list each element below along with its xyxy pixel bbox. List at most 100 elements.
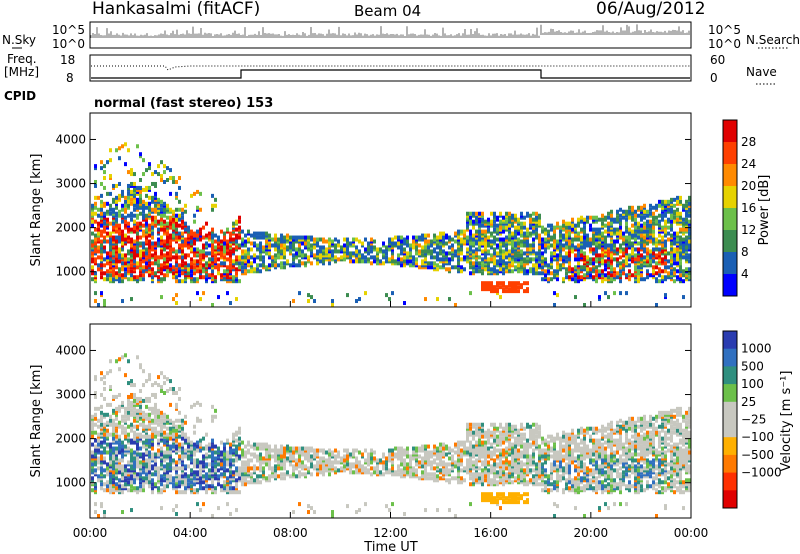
velocity-cell bbox=[175, 424, 178, 429]
velocity-cell bbox=[103, 456, 106, 461]
power-cell bbox=[571, 249, 574, 254]
power-cell bbox=[574, 237, 577, 242]
y-tick-label: 1000 bbox=[55, 265, 86, 279]
velocity-cell bbox=[169, 387, 172, 392]
power-cell bbox=[676, 195, 679, 200]
velocity-cell bbox=[367, 468, 370, 473]
power-cell bbox=[652, 221, 655, 226]
power-cell bbox=[160, 160, 163, 165]
power-cell bbox=[358, 239, 361, 244]
power-cell bbox=[376, 257, 379, 262]
power-cell bbox=[604, 273, 607, 278]
power-cell bbox=[559, 229, 562, 234]
power-cell bbox=[103, 221, 106, 226]
velocity-cell bbox=[130, 422, 133, 427]
power-cell bbox=[274, 263, 277, 268]
power-cell bbox=[676, 275, 679, 280]
velocity-cell bbox=[109, 369, 112, 374]
power-cell bbox=[91, 231, 94, 236]
power-cell bbox=[142, 203, 145, 208]
power-cell bbox=[673, 231, 676, 236]
power-cell bbox=[676, 247, 679, 252]
power-cell bbox=[412, 239, 415, 244]
velocity-cell bbox=[178, 484, 181, 489]
velocity-cell bbox=[118, 404, 121, 409]
power-cell bbox=[541, 259, 544, 264]
velocity-cell bbox=[190, 484, 193, 489]
velocity-cell bbox=[127, 402, 130, 407]
colorbar-swatch bbox=[723, 274, 737, 297]
velocity-cell bbox=[322, 462, 325, 467]
power-cell bbox=[298, 243, 301, 248]
velocity-cell bbox=[121, 444, 124, 449]
velocity-cell bbox=[271, 454, 274, 459]
power-cell bbox=[97, 245, 100, 250]
velocity-cell bbox=[142, 414, 145, 419]
velocity-cell bbox=[136, 396, 139, 401]
power-cell bbox=[682, 243, 685, 248]
velocity-cell bbox=[196, 440, 199, 445]
power-cell bbox=[202, 249, 205, 254]
power-cell bbox=[157, 211, 160, 216]
power-cell bbox=[349, 259, 352, 264]
power-cell bbox=[109, 207, 112, 212]
velocity-cell bbox=[274, 458, 277, 463]
power-cell bbox=[130, 181, 133, 186]
power-cell bbox=[427, 239, 430, 244]
velocity-cell bbox=[130, 480, 133, 485]
power-cell bbox=[157, 164, 160, 169]
velocity-cell bbox=[100, 440, 103, 445]
velocity-cell bbox=[310, 454, 313, 459]
velocity-cell bbox=[367, 458, 370, 463]
power-cell bbox=[400, 247, 403, 252]
power-cell bbox=[268, 243, 271, 248]
power-cell bbox=[367, 257, 370, 262]
power-cell bbox=[208, 243, 211, 248]
velocity-cell bbox=[304, 464, 307, 469]
power-cell bbox=[598, 253, 601, 258]
power-cell bbox=[154, 241, 157, 246]
velocity-cell bbox=[106, 428, 109, 433]
power-cell bbox=[652, 247, 655, 252]
power-cell bbox=[238, 215, 241, 220]
velocity-cell bbox=[127, 424, 130, 429]
power-cell bbox=[676, 199, 679, 204]
power-cell bbox=[604, 267, 607, 272]
power-cell bbox=[178, 223, 181, 228]
velocity-cell bbox=[319, 448, 322, 453]
power-cell bbox=[589, 267, 592, 272]
colorbar-tick-label: 16 bbox=[741, 201, 756, 215]
power-cell bbox=[511, 231, 514, 236]
power-cell bbox=[163, 179, 166, 184]
power-cell bbox=[247, 237, 250, 242]
velocity-cell bbox=[94, 482, 97, 487]
power-cell bbox=[532, 217, 535, 222]
power-cell bbox=[250, 233, 253, 238]
power-cell bbox=[130, 197, 133, 202]
power-cell bbox=[139, 178, 142, 183]
power-cell bbox=[175, 217, 178, 222]
velocity-cell bbox=[271, 474, 274, 479]
velocity-cell bbox=[277, 460, 280, 465]
velocity-cell bbox=[106, 442, 109, 447]
power-cell bbox=[646, 247, 649, 252]
velocity-cell bbox=[142, 398, 145, 403]
power-cell bbox=[562, 243, 565, 248]
velocity-cell bbox=[232, 490, 235, 495]
velocity-cell bbox=[100, 482, 103, 487]
velocity-cell bbox=[370, 466, 373, 471]
velocity-cell bbox=[157, 438, 160, 443]
power-cell bbox=[520, 225, 523, 230]
power-cell bbox=[625, 209, 628, 214]
power-cell bbox=[481, 263, 484, 268]
power-cell bbox=[460, 229, 463, 234]
power-cell bbox=[121, 229, 124, 234]
power-cell bbox=[619, 255, 622, 260]
velocity-cell bbox=[319, 456, 322, 461]
power-cell bbox=[331, 299, 334, 304]
power-cell bbox=[325, 239, 328, 244]
velocity-cell bbox=[163, 412, 166, 417]
power-cell bbox=[181, 225, 184, 230]
power-cell bbox=[193, 213, 196, 218]
velocity-cell bbox=[196, 502, 199, 507]
